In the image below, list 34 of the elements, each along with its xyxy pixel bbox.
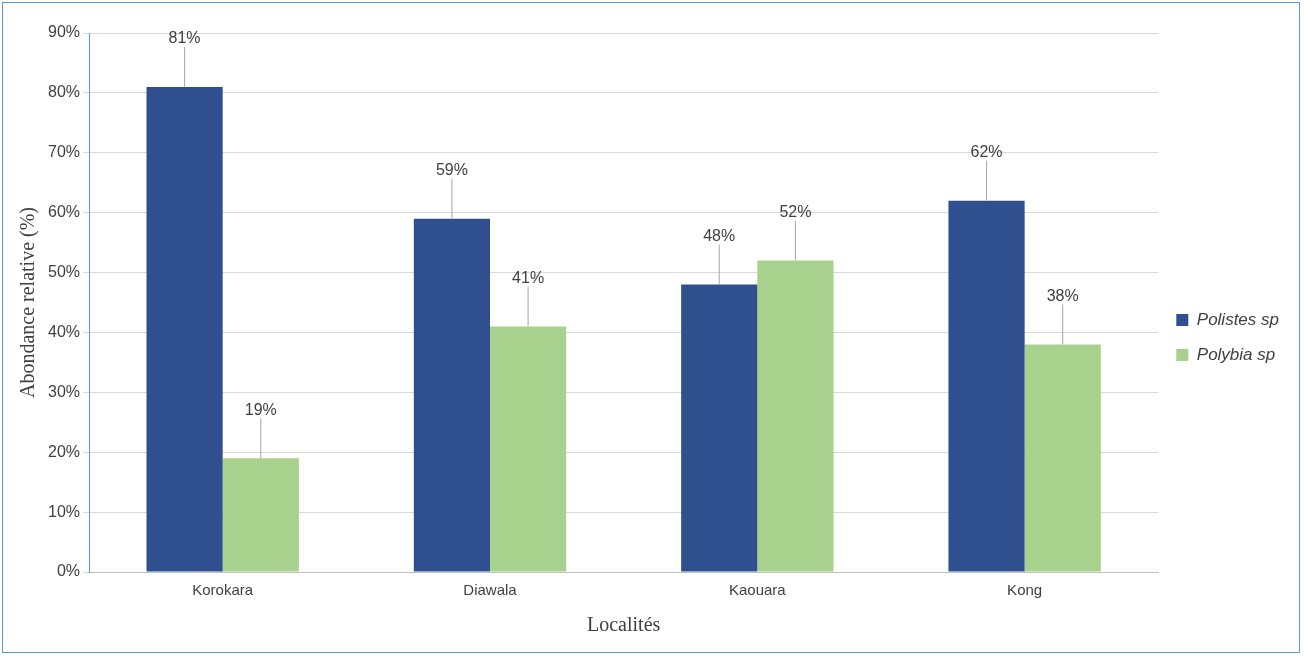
y-tick-label: 50% <box>47 262 81 280</box>
data-label: 38% <box>1046 286 1079 304</box>
data-label: 52% <box>779 202 812 220</box>
y-tick-label: 0% <box>56 562 81 580</box>
bar <box>948 200 1025 572</box>
data-label: 59% <box>435 161 468 179</box>
y-tick-label: 60% <box>47 203 81 221</box>
data-label: 19% <box>244 400 277 418</box>
data-label: 41% <box>512 268 545 286</box>
y-tick-label: 20% <box>47 442 81 460</box>
bar <box>490 326 567 572</box>
y-axis-title: Abondance relative (%) <box>16 206 40 399</box>
x-tick-label: Korokara <box>192 581 254 599</box>
y-tick-label: 70% <box>47 143 81 161</box>
y-tick-label: 40% <box>47 322 81 340</box>
x-axis-title: Localités <box>587 613 661 636</box>
bar <box>146 86 223 572</box>
bar <box>1024 344 1101 572</box>
data-label: 62% <box>970 143 1003 161</box>
x-tick-label: Kaouara <box>728 581 787 599</box>
y-tick-label: 30% <box>47 382 81 400</box>
x-tick-label: Diawala <box>463 581 518 599</box>
y-tick-label: 10% <box>47 502 81 520</box>
legend-label: Polistes sp <box>1196 309 1279 329</box>
bar <box>413 218 490 572</box>
data-label: 48% <box>703 226 736 244</box>
bar <box>222 458 299 572</box>
bar <box>757 260 834 572</box>
data-label: 81% <box>168 29 201 47</box>
y-tick-label: 80% <box>47 83 81 101</box>
x-tick-label: Kong <box>1007 581 1043 599</box>
legend-label: Polybia sp <box>1196 344 1276 364</box>
y-tick-label: 90% <box>47 23 81 41</box>
bar <box>681 284 758 572</box>
